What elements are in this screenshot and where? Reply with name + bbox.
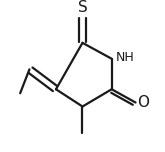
Text: S: S — [78, 0, 87, 15]
Text: NH: NH — [116, 51, 134, 64]
Text: O: O — [138, 95, 149, 110]
